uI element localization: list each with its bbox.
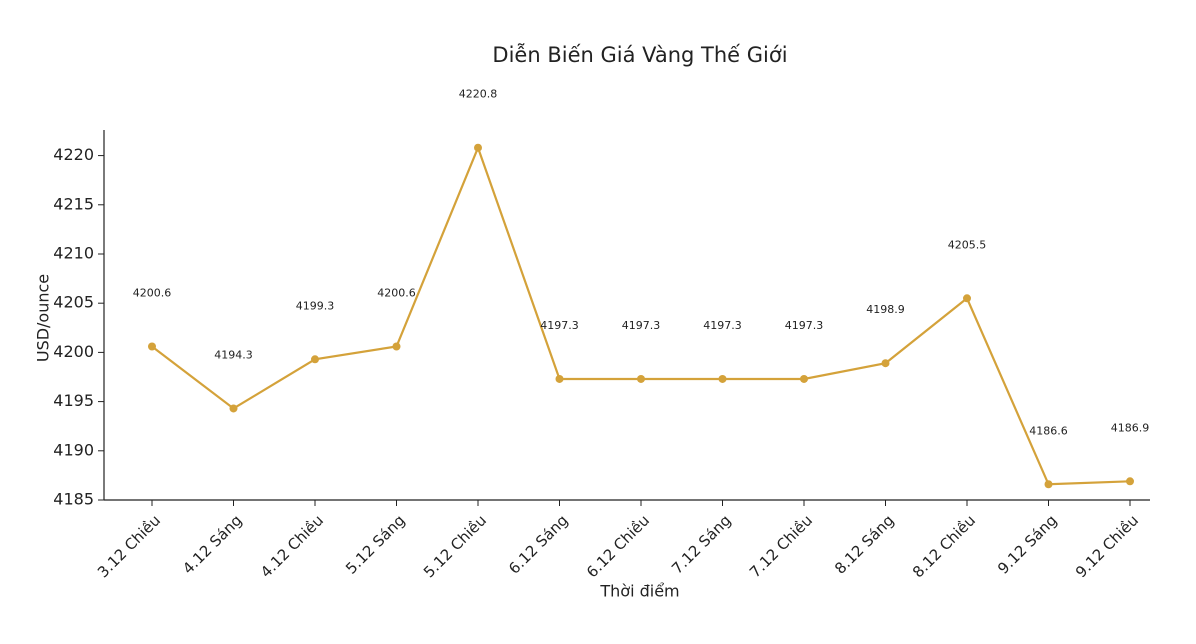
x-tick-label: 8.12 Sáng xyxy=(831,511,897,577)
y-tick-label: 4190 xyxy=(53,440,94,459)
x-tick-label: 6.12 Sáng xyxy=(505,511,571,577)
data-label: 4197.3 xyxy=(703,319,742,332)
x-tick-label: 7.12 Sáng xyxy=(668,511,734,577)
data-label: 4197.3 xyxy=(785,319,824,332)
x-tick-label: 3.12 Chiều xyxy=(94,511,164,581)
y-tick-label: 4220 xyxy=(53,145,94,164)
data-label: 4200.6 xyxy=(133,286,172,299)
point xyxy=(392,342,401,351)
data-label: 4199.3 xyxy=(296,299,335,312)
x-tick-label: 9.12 Sáng xyxy=(994,511,1060,577)
x-tick-label: 4.12 Chiều xyxy=(257,511,327,581)
point xyxy=(800,374,808,383)
data-label: 4198.9 xyxy=(866,303,905,316)
x-tick-label: 6.12 Chiều xyxy=(583,511,653,581)
data-label: 4186.9 xyxy=(1111,421,1150,434)
x-tick-label: 5.12 Sáng xyxy=(342,511,408,577)
y-tick-label: 4205 xyxy=(53,293,94,312)
point xyxy=(637,374,645,383)
point xyxy=(148,342,156,351)
data-label: 4186.6 xyxy=(1029,424,1068,437)
x-tick-label: 7.12 Chiều xyxy=(746,511,816,581)
line xyxy=(151,144,1131,486)
x-tick-label: 9.12 Chiều xyxy=(1072,511,1142,581)
point xyxy=(963,294,971,303)
y-axis-label: USD/ounce xyxy=(34,274,53,362)
point xyxy=(474,143,482,152)
x-tick-label: 4.12 Sáng xyxy=(179,511,245,577)
point xyxy=(555,374,564,383)
data-label: 4205.5 xyxy=(948,238,987,251)
x-tick-label: 5.12 Chiều xyxy=(420,511,490,581)
y-tick-label: 4215 xyxy=(53,194,94,213)
x-axis-label: Thời điểm xyxy=(599,582,679,601)
x-tick-label: 8.12 Chiều xyxy=(909,511,979,581)
point xyxy=(311,355,319,364)
y-tick-label: 4185 xyxy=(53,490,94,509)
data-label: 4194.3 xyxy=(214,348,253,361)
data-label: 4197.3 xyxy=(622,319,661,332)
point xyxy=(881,359,890,368)
y-tick-label: 4195 xyxy=(53,391,94,410)
y-tick-label: 4200 xyxy=(53,342,94,361)
point xyxy=(1126,477,1134,486)
chart-title: Diễn Biến Giá Vàng Thế Giới xyxy=(492,42,787,67)
point xyxy=(1044,480,1053,489)
data-label: 4220.8 xyxy=(459,88,498,101)
point xyxy=(229,404,238,413)
point xyxy=(718,374,727,383)
y-tick-label: 4210 xyxy=(53,243,94,262)
data-label: 4197.3 xyxy=(540,319,579,332)
data-label: 4200.6 xyxy=(377,286,416,299)
